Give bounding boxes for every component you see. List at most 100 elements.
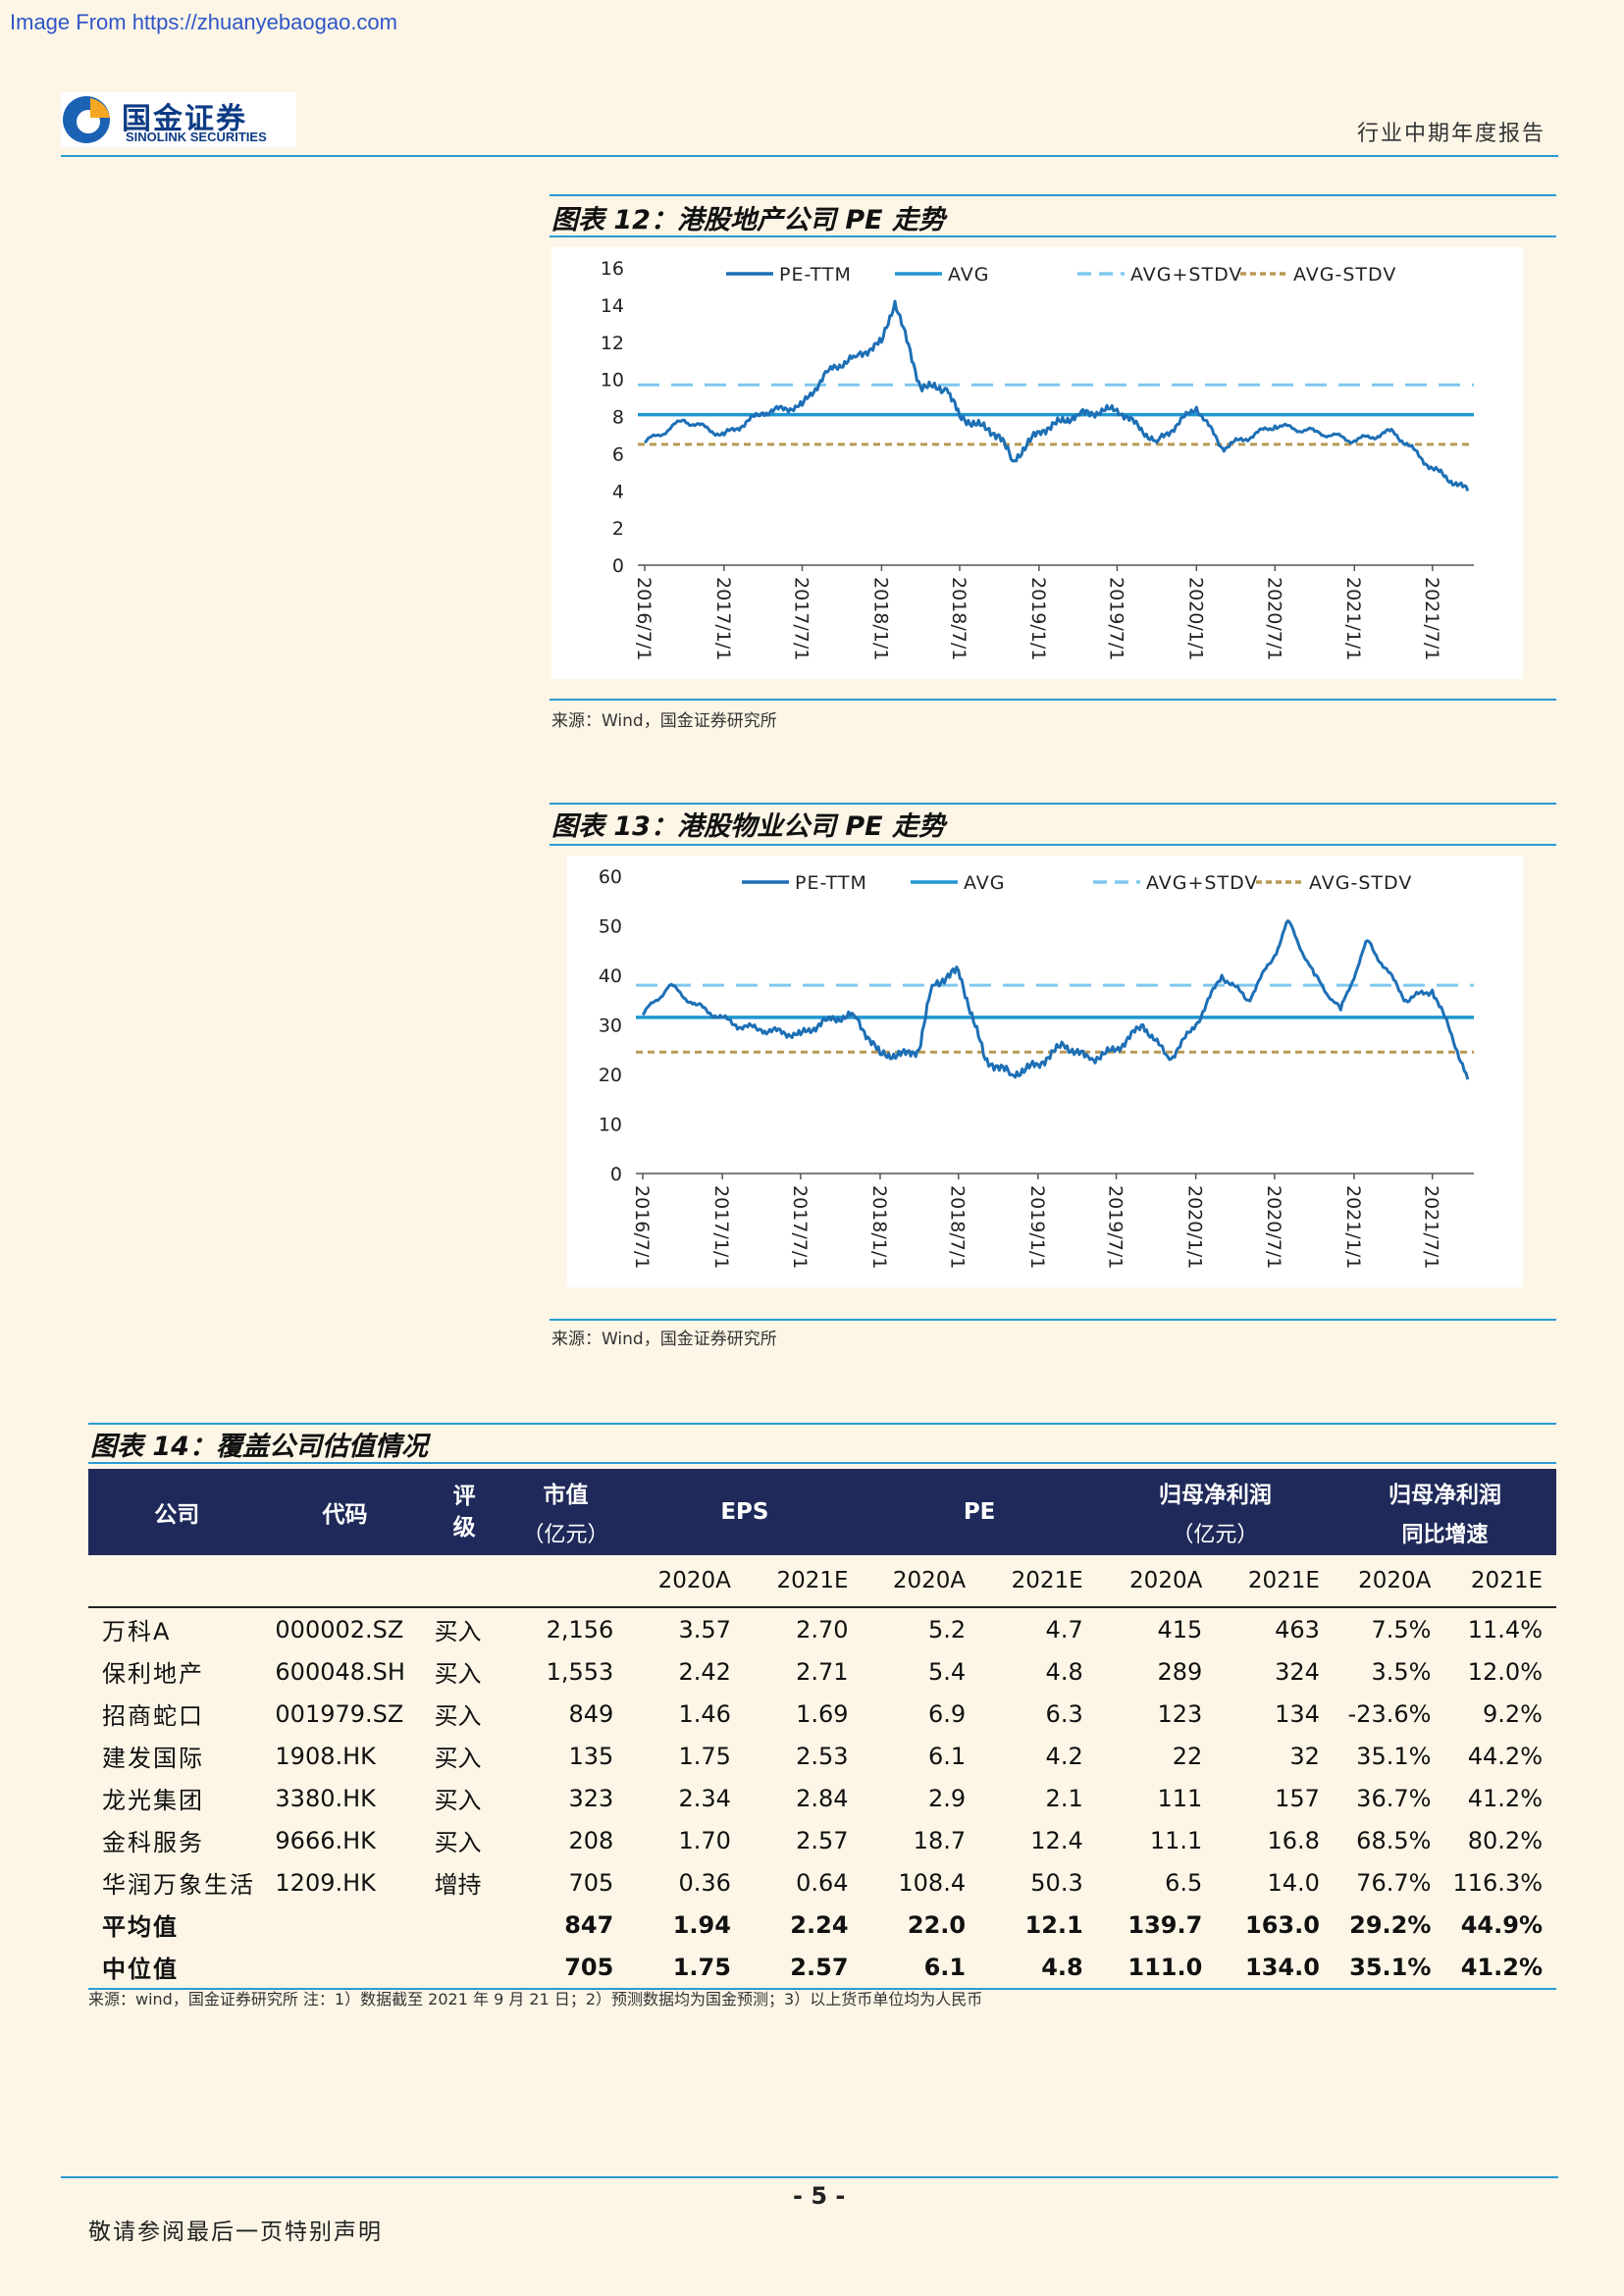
table-cell (265, 1904, 424, 1946)
y-tick-label: 40 (599, 965, 622, 987)
table-cell: 2.9 (927, 1784, 967, 1812)
table-cell: 76.7% (1356, 1868, 1432, 1897)
subheader-cell: 2021E (979, 1555, 1097, 1608)
table-cell: 12.4 (1030, 1826, 1083, 1854)
y-tick-label: 0 (610, 1164, 622, 1185)
subheader-cell: 2021E (1444, 1555, 1556, 1608)
x-tick-label: 2020/1/1 (1184, 1185, 1206, 1269)
table-cell: 1908.HK (275, 1742, 376, 1770)
table-cell: 建发国际 (102, 1745, 204, 1772)
table-cell: 22 (1172, 1742, 1203, 1770)
x-tick-label: 2021/7/1 (1421, 1185, 1442, 1269)
table-cell: 2.42 (678, 1657, 731, 1686)
y-tick-label: 8 (612, 407, 624, 429)
table-cell: 50.3 (1030, 1868, 1083, 1897)
x-tick-label: 2020/1/1 (1184, 577, 1206, 660)
table-cell: 买入 (434, 1660, 482, 1688)
header-np-unit: （亿元） (1172, 1523, 1259, 1547)
figure14-top-rule (88, 1423, 1556, 1425)
x-tick-label: 2021/1/1 (1342, 1185, 1364, 1269)
table-cell: 万科A (102, 1618, 172, 1645)
summary-row: 中位值 705 1.75 2.57 6.1 4.8 111.0 134.0 35.1% 41.2% (88, 1946, 1556, 1990)
table-cell: 849 (568, 1699, 614, 1728)
x-tick-label: 2017/1/1 (710, 1185, 732, 1269)
table-cell: 1.75 (678, 1742, 731, 1770)
table-cell (425, 1904, 504, 1946)
x-tick-label: 2019/7/1 (1105, 577, 1126, 660)
table-cell: 1.94 (672, 1910, 731, 1939)
table-cell: 16.8 (1267, 1826, 1320, 1854)
table-cell: 6.1 (862, 1946, 980, 1990)
table-cell: 保利地产 (102, 1660, 204, 1688)
x-tick-label: 2016/7/1 (633, 577, 655, 660)
subheader-cell: 2020A (1333, 1555, 1445, 1608)
table-cell: 1.70 (678, 1826, 731, 1854)
x-tick-label: 2018/1/1 (869, 577, 891, 660)
table-row: 建发国际 1908.HK 买入 135 1.75 2.53 6.1 4.2 22 32 35.1% 4… (88, 1735, 1556, 1777)
table-cell: 7.5% (1371, 1615, 1432, 1644)
table-cell: 1.69 (796, 1699, 849, 1728)
table-cell: 6.9 (927, 1699, 967, 1728)
table-cell: 847 (564, 1910, 614, 1939)
figure13-top-rule (550, 803, 1556, 805)
table-cell: 111 (1157, 1784, 1203, 1812)
legend-label: AVG+STDV (1146, 872, 1258, 894)
table-row: 保利地产 600048.SH 买入 1,553 2.42 2.71 5.4 4.8 289 324… (88, 1650, 1556, 1693)
subheader-cell: 2020A (1096, 1555, 1217, 1608)
watermark-link[interactable]: Image From https://zhuanyebaogao.com (10, 10, 397, 34)
x-tick-label: 2019/1/1 (1027, 577, 1049, 660)
header-rating: 评级 (424, 1469, 504, 1555)
table-cell: 2.24 (790, 1910, 849, 1939)
x-tick-label: 2018/7/1 (947, 1185, 969, 1269)
table-cell: 11.1 (1149, 1826, 1203, 1854)
table-row: 华润万象生活 1209.HK 增持 705 0.36 0.64 108.4 50.3 6.5 14… (88, 1861, 1556, 1904)
header-mktcap-label: 市值 (543, 1483, 589, 1508)
y-tick-label: 20 (599, 1065, 622, 1086)
y-tick-label: 30 (599, 1016, 622, 1037)
y-tick-label: 12 (601, 333, 624, 354)
table-header-row: 公司 代码 评级 市值 （亿元） EPS PE 归母净利润 （亿元） 归母净利润 同比… (88, 1469, 1556, 1555)
table-cell: 35.1% (1356, 1742, 1432, 1770)
legend-label: AVG+STDV (1130, 264, 1242, 286)
figure13-chart: 0 10 20 30 40 50 60 2016/7/1 2017/1/1 2017/7/1 201… (567, 856, 1523, 1287)
table-cell: 金科服务 (102, 1829, 204, 1856)
table-cell: 平均值 (102, 1913, 179, 1941)
table-cell: 111.0 (1096, 1946, 1217, 1990)
y-tick-label: 0 (612, 555, 624, 577)
table-cell: 买入 (434, 1618, 482, 1645)
series-line-pe-ttm (644, 299, 1470, 492)
legend-label: AVG (948, 264, 990, 286)
x-tick-label: 2018/1/1 (868, 1185, 890, 1269)
logo-text-en: SINOLINK SECURITIES (126, 130, 267, 144)
subheader-blank (88, 1555, 628, 1608)
table-cell: 4.8 (979, 1946, 1097, 1990)
table-cell: 2.70 (796, 1615, 849, 1644)
page-number: - 5 - (793, 2182, 846, 2210)
table-cell: 36.7% (1356, 1784, 1432, 1812)
table-cell: 0.64 (796, 1868, 849, 1897)
legend-label: AVG-STDV (1309, 872, 1412, 894)
table-cell: 9666.HK (275, 1826, 376, 1854)
table-cell: 3.5% (1371, 1657, 1432, 1686)
table-cell: 324 (1275, 1657, 1320, 1686)
table-cell: 705 (568, 1868, 614, 1897)
table-cell (265, 1946, 425, 1990)
table-cell: 323 (568, 1784, 614, 1812)
table-cell: 2.57 (744, 1946, 863, 1990)
header-pe: PE (862, 1469, 1097, 1555)
figure13-bottom-rule (550, 1319, 1556, 1321)
header-mktcap: 市值 （亿元） (503, 1469, 628, 1555)
table-cell: 3.57 (678, 1615, 731, 1644)
table-cell: 157 (1275, 1784, 1320, 1812)
table-row: 金科服务 9666.HK 买入 208 1.70 2.57 18.7 12.4 11.1 16.8… (88, 1819, 1556, 1861)
table-cell: 2.34 (678, 1784, 731, 1812)
table-row: 万科A 000002.SZ 买入 2,156 3.57 2.70 5.2 4.7 415 463 7… (88, 1607, 1556, 1650)
table-cell: 415 (1157, 1615, 1203, 1644)
table-cell: 11.4% (1467, 1615, 1543, 1644)
header-rating-text: 评级 (452, 1484, 476, 1540)
report-type: 行业中期年度报告 (1356, 122, 1545, 146)
legend-label: PE-TTM (779, 264, 852, 286)
table-cell: 134.0 (1216, 1946, 1334, 1990)
table-cell: 123 (1157, 1699, 1203, 1728)
x-tick-label: 2017/7/1 (789, 1185, 811, 1269)
